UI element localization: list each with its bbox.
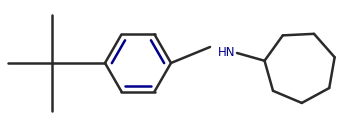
Text: HN: HN [218,46,235,60]
